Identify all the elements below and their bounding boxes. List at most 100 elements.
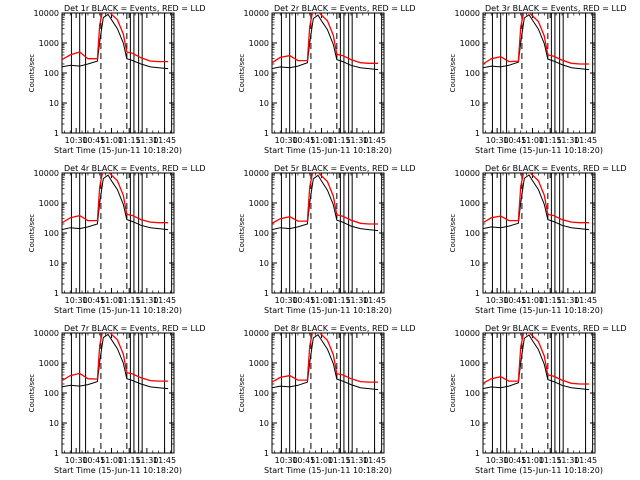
plot-area (62, 13, 173, 133)
y-tick-label: 100 (465, 69, 480, 78)
x-tick-label: 11:00 (100, 456, 123, 465)
x-tick-label: 11:00 (310, 456, 333, 465)
x-tick-label: 11:00 (100, 296, 123, 305)
x-tick-label: 11:15 (118, 296, 141, 305)
y-tick-label: 10 (259, 419, 269, 428)
x-tick-label: 11:15 (328, 296, 351, 305)
x-tick-label: 10:45 (503, 296, 526, 305)
chart-panel: Det 1r BLACK = Events, RED = LLD 1 10 100 10… (28, 4, 206, 155)
x-axis-label: Start Time (15-Jun-11 10:18:20) (475, 146, 603, 155)
chart-panel: Det 6r BLACK = Events, RED = LLD 1 10 100 10… (449, 164, 627, 315)
x-tick-label: 10:45 (292, 296, 315, 305)
y-tick-label: 10000 (34, 329, 59, 338)
chart-panel: Det 2r BLACK = Events, RED = LLD 1 10 100 10… (238, 4, 416, 155)
x-tick-label: 10:30 (65, 456, 88, 465)
x-axis-label: Start Time (15-Jun-11 10:18:20) (264, 306, 392, 315)
chart-panel: Det 4r BLACK = Events, RED = LLD 1 10 100 10… (28, 164, 206, 315)
events-series-line (62, 333, 169, 390)
x-axis-label: Start Time (15-Jun-11 10:18:20) (264, 466, 392, 475)
plot-area (272, 173, 383, 293)
events-series-line (483, 334, 590, 391)
lld-series-line (483, 333, 590, 385)
y-tick-label: 10000 (34, 169, 59, 178)
y-axis-label: Counts/sec (238, 54, 246, 93)
y-tick-label: 100 (465, 229, 480, 238)
y-tick-label: 1 (54, 129, 59, 138)
y-tick-label: 10000 (244, 169, 269, 178)
x-tick-label: 11:30 (345, 456, 368, 465)
x-tick-label: 11:15 (539, 136, 562, 145)
x-tick-label: 11:15 (328, 456, 351, 465)
x-tick-label: 10:45 (503, 456, 526, 465)
events-series-line (483, 13, 590, 71)
plot-area (272, 333, 383, 453)
plot-area (62, 333, 173, 453)
x-tick-label: 10:45 (82, 296, 105, 305)
x-tick-label: 11:15 (118, 456, 141, 465)
y-axis-label: Counts/sec (238, 374, 246, 413)
y-tick-label: 100 (44, 229, 59, 238)
panel-title: Det 1r BLACK = Events, RED = LLD (64, 4, 206, 13)
y-tick-label: 100 (44, 389, 59, 398)
y-axis-label: Counts/sec (238, 214, 246, 253)
y-tick-label: 1 (475, 129, 480, 138)
x-tick-label: 11:00 (310, 136, 333, 145)
events-series-line (62, 174, 169, 231)
y-tick-label: 1 (475, 449, 480, 458)
x-tick-label: 11:45 (363, 456, 386, 465)
chart-panel: Det 5r BLACK = Events, RED = LLD 1 10 100 10… (238, 164, 416, 315)
lld-series-line (483, 13, 590, 65)
y-tick-label: 1000 (460, 359, 480, 368)
x-tick-label: 10:45 (292, 136, 315, 145)
x-tick-label: 11:45 (153, 136, 176, 145)
y-tick-label: 100 (465, 389, 480, 398)
plot-area (483, 13, 594, 133)
y-tick-label: 10 (49, 259, 59, 268)
x-axis-label: Start Time (15-Jun-11 10:18:20) (54, 146, 182, 155)
x-tick-label: 10:30 (275, 296, 298, 305)
y-tick-label: 100 (254, 229, 269, 238)
y-tick-label: 1 (264, 289, 269, 298)
y-tick-label: 10000 (455, 329, 480, 338)
y-axis-label: Counts/sec (28, 214, 36, 253)
x-tick-label: 11:15 (539, 456, 562, 465)
x-tick-label: 11:00 (521, 136, 544, 145)
x-tick-label: 11:45 (153, 456, 176, 465)
x-tick-label: 10:30 (65, 296, 88, 305)
y-axis-label: Counts/sec (449, 374, 457, 413)
y-tick-label: 10 (49, 99, 59, 108)
y-tick-label: 10000 (34, 9, 59, 18)
x-tick-label: 11:30 (135, 136, 158, 145)
x-tick-label: 11:15 (539, 296, 562, 305)
y-tick-label: 1000 (249, 359, 269, 368)
panel-title: Det 2r BLACK = Events, RED = LLD (274, 4, 416, 13)
x-axis-label: Start Time (15-Jun-11 10:18:20) (54, 466, 182, 475)
y-tick-label: 1000 (39, 359, 59, 368)
x-tick-label: 11:45 (153, 296, 176, 305)
x-axis-label: Start Time (15-Jun-11 10:18:20) (475, 466, 603, 475)
x-tick-label: 11:30 (345, 136, 368, 145)
plot-area (483, 173, 594, 293)
y-tick-label: 1000 (249, 199, 269, 208)
x-tick-label: 11:00 (100, 136, 123, 145)
panel-title: Det 4r BLACK = Events, RED = LLD (64, 164, 206, 173)
plot-area (272, 13, 383, 133)
y-tick-label: 10000 (244, 9, 269, 18)
y-tick-label: 1000 (39, 39, 59, 48)
x-tick-label: 10:45 (292, 456, 315, 465)
events-series-line (62, 13, 169, 70)
y-axis-label: Counts/sec (28, 54, 36, 93)
y-tick-label: 100 (44, 69, 59, 78)
y-tick-label: 10 (259, 259, 269, 268)
y-tick-label: 10 (49, 419, 59, 428)
panel-title: Det 9r BLACK = Events, RED = LLD (485, 324, 627, 333)
panel-title: Det 7r BLACK = Events, RED = LLD (64, 324, 206, 333)
y-tick-label: 100 (254, 389, 269, 398)
panel-title: Det 3r BLACK = Events, RED = LLD (485, 4, 627, 13)
y-tick-label: 10 (259, 99, 269, 108)
x-tick-label: 10:30 (275, 136, 298, 145)
lld-series-line (62, 333, 169, 382)
chart-panel: Det 8r BLACK = Events, RED = LLD 1 10 100 10… (238, 324, 416, 475)
x-tick-label: 11:45 (574, 296, 597, 305)
